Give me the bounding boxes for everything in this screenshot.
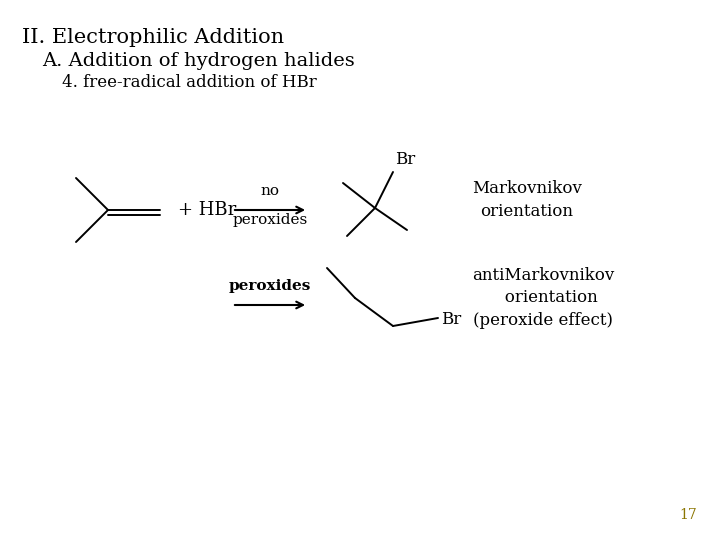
Text: + HBr: + HBr xyxy=(178,201,236,219)
Text: II. Electrophilic Addition: II. Electrophilic Addition xyxy=(22,28,284,47)
Text: antiMarkovnikov
   orientation
(peroxide effect): antiMarkovnikov orientation (peroxide ef… xyxy=(472,267,614,329)
Text: Br: Br xyxy=(441,312,462,328)
Text: peroxides: peroxides xyxy=(233,213,307,227)
Text: A. Addition of hydrogen halides: A. Addition of hydrogen halides xyxy=(42,52,355,70)
Text: Br: Br xyxy=(395,151,415,168)
Text: no: no xyxy=(261,184,279,198)
Text: 17: 17 xyxy=(679,508,697,522)
Text: peroxides: peroxides xyxy=(229,279,311,293)
Text: 4. free-radical addition of HBr: 4. free-radical addition of HBr xyxy=(62,74,317,91)
Text: Markovnikov
orientation: Markovnikov orientation xyxy=(472,180,582,220)
